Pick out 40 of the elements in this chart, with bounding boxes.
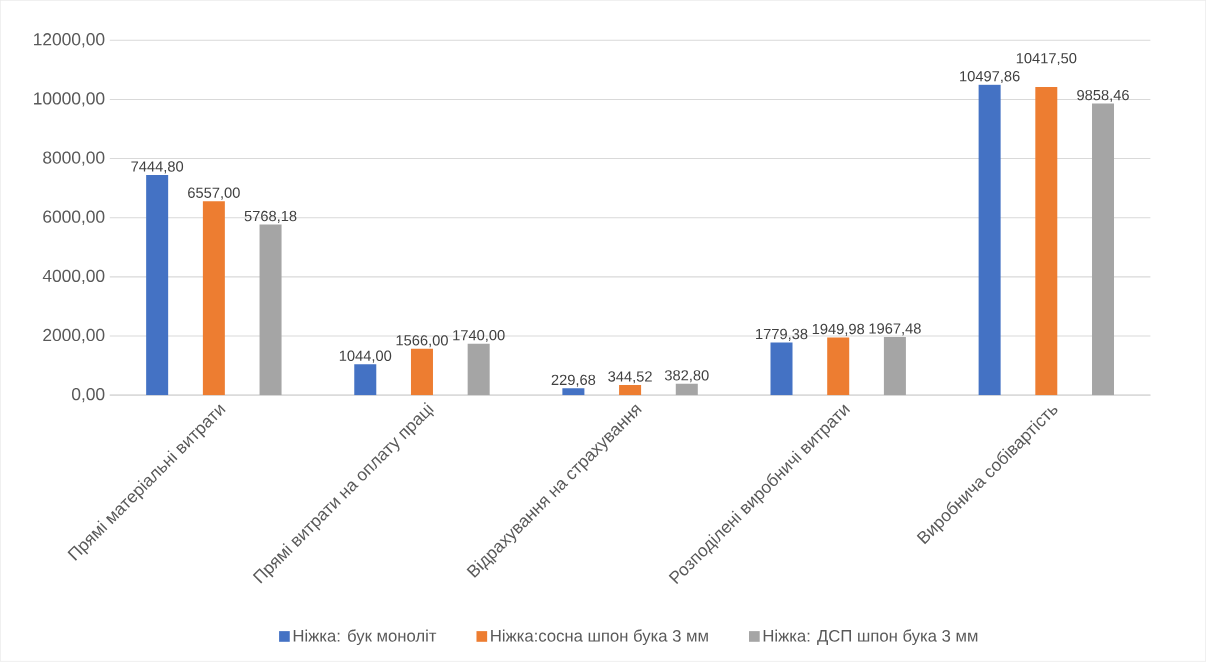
- bar: [619, 385, 642, 396]
- data-label: 10417,50: [1016, 53, 1077, 66]
- data-label: 382,80: [664, 370, 709, 383]
- y-tick-label: 8000,00: [43, 151, 105, 166]
- legend-label: Ніжка:сосна шпон бука 3 мм: [491, 629, 708, 646]
- y-tick-label: 10000,00: [34, 92, 105, 107]
- bar: [978, 84, 1001, 396]
- bar: [883, 337, 906, 396]
- bar: [1035, 87, 1058, 396]
- data-label: 1740,00: [453, 330, 505, 343]
- data-label: 5768,18: [244, 211, 297, 224]
- bar: [410, 348, 433, 396]
- y-tick-label: 6000,00: [43, 210, 105, 226]
- data-label: 1967,48: [869, 323, 921, 336]
- bar: [1092, 103, 1115, 396]
- data-label: 344,52: [608, 371, 652, 384]
- data-label: 1949,98: [812, 323, 865, 337]
- data-label: 9858,46: [1077, 90, 1129, 103]
- data-label: 7444,80: [131, 161, 184, 174]
- y-tick-label: 12000,00: [34, 33, 105, 48]
- legend-label: Ніжка: ДСП шпон бука 3 мм: [763, 629, 978, 646]
- bar: [467, 343, 490, 396]
- data-label: 1566,00: [396, 335, 448, 348]
- data-label: 6557,00: [188, 187, 240, 200]
- bar: [259, 224, 282, 396]
- bar: [827, 337, 850, 396]
- bar: [770, 342, 793, 396]
- legend-label: Ніжка: бук моноліт: [293, 629, 437, 646]
- bar: [562, 388, 585, 396]
- data-label: 1779,38: [756, 328, 808, 342]
- y-tick-label: 0,00: [72, 388, 105, 403]
- data-label: 1044,00: [339, 350, 392, 363]
- y-tick-label: 2000,00: [43, 328, 105, 344]
- bar: [202, 201, 225, 396]
- data-label: 229,68: [551, 374, 596, 387]
- y-tick-label: 4000,00: [42, 269, 105, 285]
- data-label: 10497,86: [960, 71, 1020, 84]
- bar: [354, 364, 377, 396]
- bar: [146, 175, 169, 396]
- bar: [675, 383, 698, 396]
